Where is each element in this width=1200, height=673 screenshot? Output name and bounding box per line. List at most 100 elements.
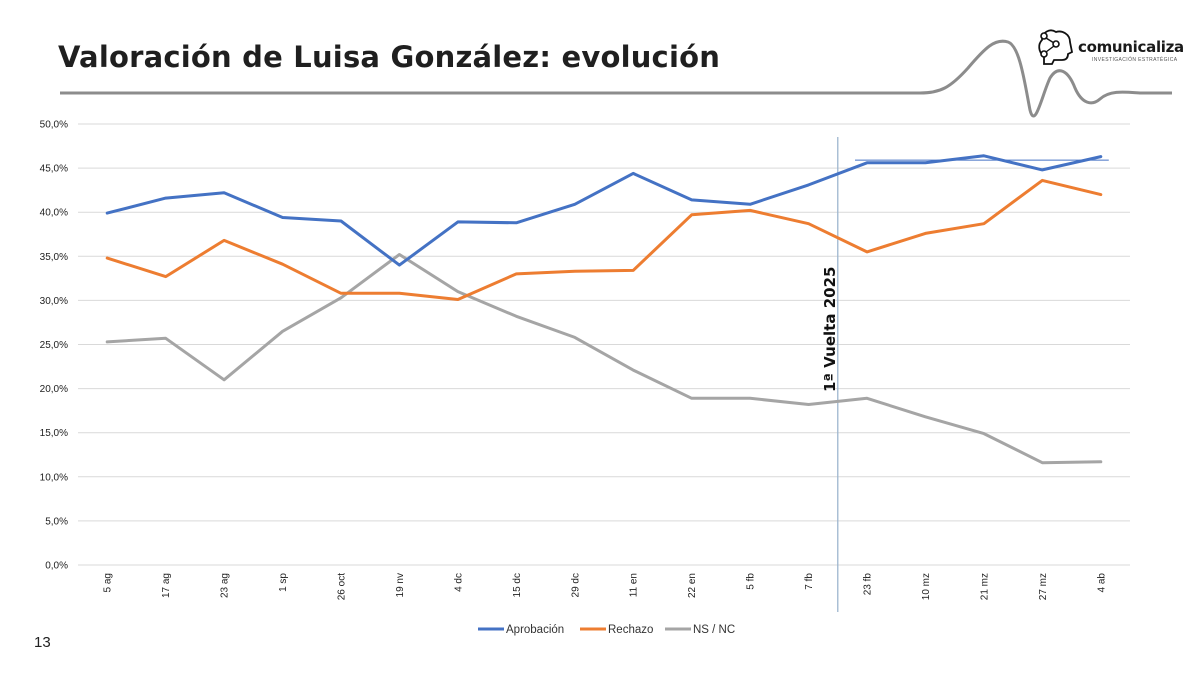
x-tick-label: 7 fb xyxy=(804,573,815,590)
data-point xyxy=(924,232,927,235)
data-point xyxy=(632,368,635,372)
data-point xyxy=(222,191,226,194)
data-point xyxy=(690,213,693,217)
data-point xyxy=(807,183,810,187)
y-tick-label: 40,0% xyxy=(40,208,68,219)
x-tick-label: 10 mz xyxy=(921,573,932,600)
data-point xyxy=(281,263,284,266)
data-point xyxy=(339,219,343,223)
gridlines xyxy=(78,123,1130,566)
data-point xyxy=(924,161,927,165)
data-point xyxy=(982,432,986,435)
data-point xyxy=(164,275,167,278)
logo-wordmark: comunicaliza xyxy=(1078,38,1184,56)
data-point xyxy=(982,222,986,225)
data-point xyxy=(515,221,518,224)
data-point xyxy=(573,336,576,339)
y-tick-label: 35,0% xyxy=(40,252,68,263)
data-point xyxy=(164,337,167,340)
y-tick-label: 25,0% xyxy=(40,340,68,351)
page-number: 13 xyxy=(34,634,51,651)
data-point xyxy=(982,154,986,157)
data-point xyxy=(222,239,226,242)
x-tick-label: 11 en xyxy=(629,573,640,597)
data-point xyxy=(924,415,927,419)
x-tick-label: 4 dc xyxy=(453,573,464,592)
series-line-rechazo xyxy=(105,178,1103,301)
data-point xyxy=(398,253,401,256)
x-tick-label: 4 ab xyxy=(1096,573,1107,593)
brain-network-icon xyxy=(1038,29,1074,65)
series xyxy=(105,154,1103,465)
y-tick-label: 5,0% xyxy=(45,516,68,527)
data-point xyxy=(339,296,343,299)
data-point xyxy=(632,172,635,175)
data-point xyxy=(573,270,576,273)
data-point xyxy=(281,330,284,333)
x-axis: 5 ag 17 ag 23 ag 1 sp 26 oct 19 nv 4 dc 15 dc 29… xyxy=(103,573,1108,601)
data-point xyxy=(807,222,810,225)
logo-tagline: INVESTIGACIÓN ESTRATÉGICA xyxy=(1092,57,1178,63)
y-tick-label: 0,0% xyxy=(45,561,68,572)
legend-label: NS / NC xyxy=(693,624,735,636)
data-point xyxy=(106,211,109,215)
data-point xyxy=(281,216,284,219)
data-point xyxy=(865,161,869,165)
slide-title: Valoración de Luisa González: evolución xyxy=(58,40,721,74)
x-tick-label: 21 mz xyxy=(979,573,990,600)
annotations: 1ª Vuelta 2025 xyxy=(821,137,1109,612)
data-point xyxy=(1041,168,1044,172)
x-tick-label: 27 mz xyxy=(1038,573,1049,600)
legend: Aprobación Rechazo NS / NC xyxy=(478,624,735,636)
data-point xyxy=(515,272,518,276)
y-axis: 0,0% 5,0% 10,0% 15,0% 20,0% 25,0% 30,0% 35,0% 40… xyxy=(40,120,68,572)
data-point xyxy=(515,315,518,318)
x-tick-label: 26 oct xyxy=(337,573,348,600)
y-tick-label: 45,0% xyxy=(40,164,68,175)
x-tick-label: 19 nv xyxy=(395,573,406,597)
y-tick-label: 20,0% xyxy=(40,384,68,395)
x-tick-label: 5 fb xyxy=(746,573,757,590)
data-point xyxy=(865,397,869,400)
data-point xyxy=(106,256,109,260)
y-tick-label: 15,0% xyxy=(40,428,68,439)
data-point xyxy=(164,196,167,200)
legend-label: Aprobación xyxy=(506,624,564,636)
y-tick-label: 50,0% xyxy=(40,120,68,131)
data-point xyxy=(1041,179,1044,182)
x-tick-label: 22 en xyxy=(687,573,698,598)
data-point xyxy=(748,203,752,206)
data-point xyxy=(398,263,401,267)
data-point xyxy=(456,220,460,224)
data-point xyxy=(222,378,226,381)
data-point xyxy=(573,203,576,206)
data-point xyxy=(1099,460,1102,464)
data-point xyxy=(456,290,460,293)
x-tick-label: 23 ag xyxy=(220,573,231,598)
x-tick-label: 23 fb xyxy=(863,573,874,596)
x-tick-label: 17 ag xyxy=(161,573,172,598)
legend-label: Rechazo xyxy=(608,624,653,636)
data-point xyxy=(106,340,109,344)
x-tick-label: 5 ag xyxy=(103,573,114,592)
data-point xyxy=(456,298,460,301)
data-point xyxy=(748,209,752,212)
series-line-aprobaci-n xyxy=(105,154,1103,267)
data-point xyxy=(1099,193,1102,196)
x-tick-label: 1 sp xyxy=(278,573,289,592)
data-point xyxy=(690,397,693,400)
y-tick-label: 30,0% xyxy=(40,296,68,307)
first-round-label: 1ª Vuelta 2025 xyxy=(821,267,839,392)
x-tick-label: 15 dc xyxy=(512,573,523,597)
series-line-ns-nc xyxy=(105,253,1103,465)
data-point xyxy=(1099,155,1102,158)
data-point xyxy=(865,250,869,254)
y-tick-label: 10,0% xyxy=(40,472,68,483)
data-point xyxy=(398,292,401,295)
data-point xyxy=(1041,461,1044,464)
data-point xyxy=(807,403,810,406)
x-tick-label: 29 dc xyxy=(570,573,581,597)
data-point xyxy=(339,292,343,295)
data-point xyxy=(632,269,635,272)
